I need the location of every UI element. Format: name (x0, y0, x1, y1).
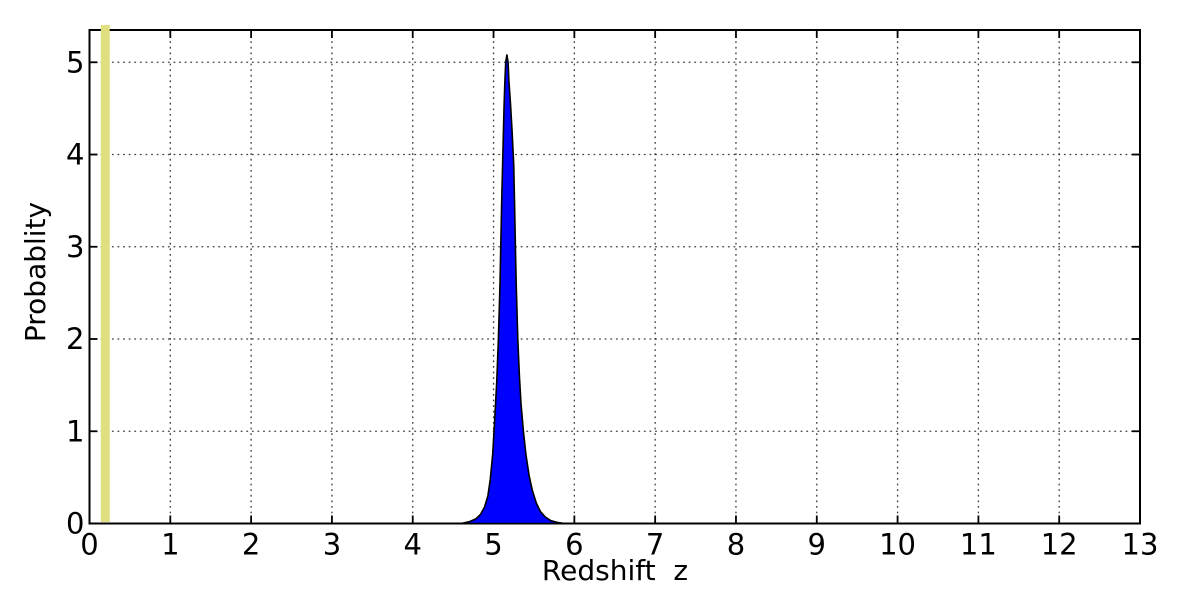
axes-frame (88, 29, 1141, 525)
x-tick-label: 0 (80, 528, 98, 562)
x-tick-label: 9 (808, 528, 826, 562)
x-axis-label: Redshift z (541, 554, 689, 587)
x-tick-label: 13 (1122, 528, 1159, 562)
low-redshift-marker-band (100, 25, 110, 522)
y-tick-label: 0 (66, 507, 84, 541)
x-tick-label: 6 (565, 528, 583, 562)
x-tick-label: 12 (1041, 528, 1078, 562)
x-tick-label: 7 (646, 528, 664, 562)
x-tick-label: 8 (727, 528, 745, 562)
x-tick-label: 1 (161, 528, 179, 562)
y-tick-label: 2 (66, 322, 84, 356)
x-tick-label: 4 (404, 528, 422, 562)
y-tick-label: 5 (66, 45, 84, 79)
x-tick-label: 5 (484, 528, 502, 562)
y-axis-label: Probablity (19, 201, 52, 343)
redshift-probability-density (460, 54, 566, 525)
y-tick-label: 3 (66, 230, 84, 264)
x-tick-label: 11 (960, 528, 997, 562)
x-tick-label: 2 (242, 528, 260, 562)
y-tick-label: 1 (66, 414, 84, 448)
y-tick-label: 4 (66, 138, 84, 172)
x-tick-label: 10 (879, 528, 916, 562)
x-tick-label: 3 (323, 528, 341, 562)
